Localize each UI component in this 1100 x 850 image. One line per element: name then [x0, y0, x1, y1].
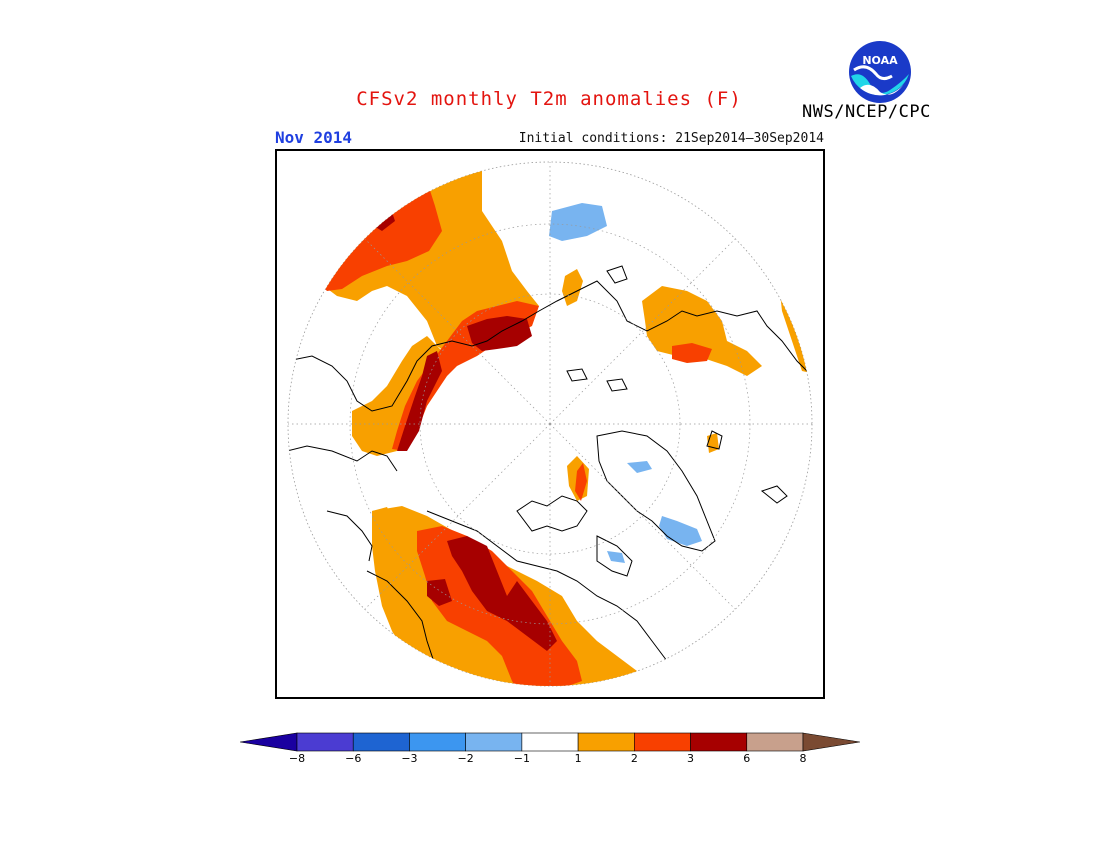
colorbar-bin-7 [634, 732, 691, 752]
colorbar-tick-label: −1 [513, 752, 530, 765]
colorbar [240, 732, 860, 752]
colorbar-bin-6 [577, 732, 635, 752]
colorbar-tick-label: −3 [401, 752, 418, 765]
colorbar-labels: −8 −6 −3 −2 −1 1 2 3 6 8 [240, 752, 860, 772]
graticule [288, 162, 812, 686]
colorbar-tick-label: −6 [345, 752, 362, 765]
colorbar-bin-4 [465, 732, 523, 752]
colorbar-bin-2 [352, 732, 410, 752]
colorbar-tick-label: −8 [288, 752, 306, 765]
colorbar-bin-9 [746, 732, 804, 752]
colorbar-tick-label: 3 [687, 752, 695, 765]
polar-map [287, 161, 813, 687]
agency-label: NWS/NCEP/CPC [802, 102, 931, 122]
colorbar-tick-label: −2 [457, 752, 474, 765]
colorbar-bin-0 [240, 732, 298, 752]
chart-title: CFSv2 monthly T2m anomalies (F) [356, 88, 742, 110]
colorbar-tick-label: 1 [574, 752, 582, 765]
anomaly-fields [288, 162, 812, 686]
map-frame [275, 149, 825, 699]
colorbar-tick-label: 6 [743, 752, 751, 765]
colorbar-bin-1 [296, 732, 354, 752]
forecast-month: Nov 2014 [275, 128, 353, 147]
initial-conditions: Initial conditions: 21Sep2014—30Sep2014 [518, 131, 824, 146]
colorbar-tick-label: 8 [799, 752, 807, 765]
colorbar-bin-10 [802, 732, 860, 752]
anomaly-cold-1-2 [549, 203, 702, 563]
noaa-logo-icon: NOAA [849, 41, 911, 103]
colorbar-bin-5 [521, 732, 579, 752]
colorbar-bin-3 [409, 732, 466, 752]
colorbar-bin-8 [690, 732, 748, 752]
noaa-logo-text: NOAA [862, 54, 898, 67]
colorbar-tick-label: 2 [630, 752, 638, 765]
